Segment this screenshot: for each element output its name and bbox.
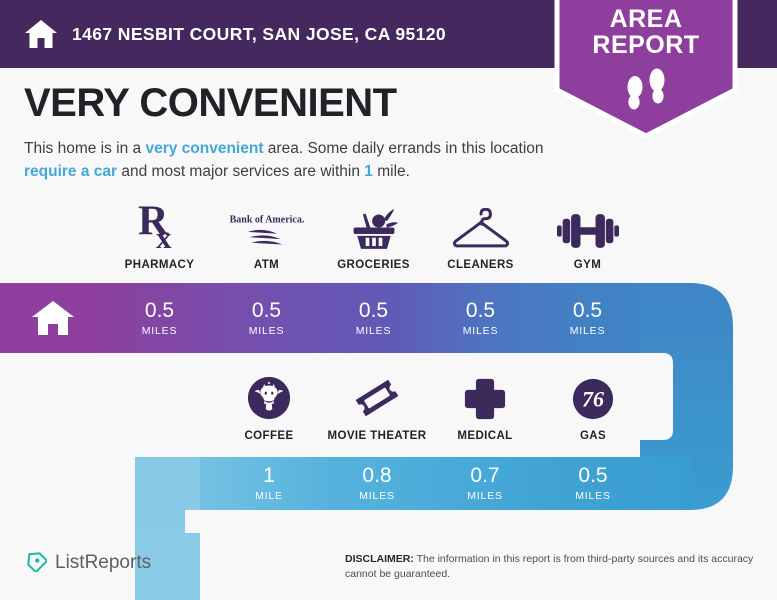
- distance-value: 0.5: [465, 298, 496, 322]
- distance-cell-medical: 0.7 MILES: [431, 457, 539, 510]
- summary-part-4: mile.: [372, 163, 410, 181]
- icon-label: PHARMACY: [124, 259, 195, 271]
- icon-cell-atm: Bank of America. ATM: [213, 200, 320, 271]
- distance-unit: MILES: [248, 324, 285, 337]
- svg-text:Bank of America.: Bank of America.: [229, 215, 304, 226]
- svg-text:x: x: [156, 221, 172, 250]
- distance-unit: MILES: [569, 324, 606, 337]
- distance-value: 0.5: [251, 298, 282, 322]
- icon-cell-gas: 76 GAS: [539, 371, 647, 442]
- area-report-badge: AREA REPORT: [553, 0, 739, 140]
- distance-cell-gas: 0.5 MILES: [539, 457, 647, 510]
- icon-label: GROCERIES: [337, 259, 410, 271]
- icon-cell-cleaners: CLEANERS: [427, 200, 534, 271]
- hanger-icon: [450, 200, 512, 250]
- path-start-home: [0, 283, 106, 353]
- distance-value: 1: [263, 464, 275, 487]
- distance-cell-coffee: 1 MILE: [215, 457, 323, 510]
- badge-line-1: AREA: [609, 5, 683, 33]
- distance-cell-atm: 0.5 MILES: [213, 283, 320, 353]
- footprints-icon: [627, 68, 665, 110]
- icon-label: ATM: [253, 259, 280, 271]
- svg-text:R: R: [137, 202, 168, 245]
- disclaimer-text: The information in this report is from t…: [345, 553, 754, 580]
- title-block: VERY CONVENIENT This home is in a very c…: [24, 81, 554, 184]
- distance-cell-pharmacy: 0.5 MILES: [106, 283, 213, 353]
- distance-cell-groceries: 0.5 MILES: [320, 283, 427, 353]
- distance-unit: MILES: [355, 324, 392, 337]
- icon-row-2: COFFEE MOVIE THEATER MEDICAL: [215, 371, 647, 442]
- bank-of-america-logo: Bank of America.: [226, 200, 308, 250]
- summary-part-3: and most major services are within: [117, 163, 365, 181]
- distance-row-2: 1 MILE 0.8 MILES 0.7 MILES 0.5 MILES: [215, 457, 647, 510]
- icon-label: MOVIE THEATER: [327, 430, 427, 442]
- icon-label: CLEANERS: [447, 259, 514, 271]
- icon-label: MEDICAL: [457, 430, 513, 442]
- icon-label: GYM: [573, 259, 602, 271]
- distance-path: [0, 283, 777, 600]
- icon-cell-coffee: COFFEE: [215, 371, 323, 442]
- disclaimer: DISCLAIMER: The information in this repo…: [345, 552, 765, 582]
- summary-highlight-2: require a car: [24, 163, 118, 181]
- distance-value: 0.7: [470, 464, 500, 487]
- icon-label: COFFEE: [244, 430, 294, 442]
- rx-icon: R x: [137, 200, 183, 250]
- distance-row-1: 0.5 MILES 0.5 MILES 0.5 MILES 0.5 MILES …: [0, 283, 641, 353]
- badge-title: AREA REPORT: [553, 6, 739, 58]
- medical-cross-icon: [463, 371, 507, 421]
- distance-cell-movie-theater: 0.8 MILES: [323, 457, 431, 510]
- icon-cell-pharmacy: R x PHARMACY: [106, 200, 213, 271]
- distance-value: 0.5: [572, 298, 603, 322]
- icon-label: GAS: [579, 430, 607, 442]
- distance-unit: MILES: [575, 490, 611, 502]
- home-icon: [24, 18, 58, 50]
- home-icon: [32, 301, 74, 335]
- page-title: VERY CONVENIENT: [24, 81, 397, 125]
- grocery-basket-icon: [348, 200, 400, 250]
- distance-cell-cleaners: 0.5 MILES: [427, 283, 534, 353]
- listreports-logo-icon: [24, 549, 48, 577]
- disclaimer-label: DISCLAIMER:: [345, 553, 414, 565]
- icon-cell-movie-theater: MOVIE THEATER: [323, 371, 431, 442]
- distance-value: 0.5: [578, 464, 608, 487]
- distance-unit: MILES: [467, 490, 503, 502]
- summary-text: This home is in a very convenient area. …: [24, 137, 554, 184]
- icon-cell-gym: GYM: [534, 200, 641, 271]
- distance-unit: MILE: [255, 490, 283, 502]
- dumbbell-icon: [556, 200, 619, 250]
- distance-value: 0.5: [358, 298, 389, 322]
- badge-line-2: REPORT: [592, 31, 700, 59]
- starbucks-logo: [246, 371, 292, 421]
- svg-text:76: 76: [582, 387, 604, 412]
- icon-row-1: R x PHARMACY Bank of America. ATM: [106, 200, 641, 271]
- distance-value: 0.8: [362, 464, 392, 487]
- listreports-logo-text: ListReports: [55, 552, 152, 573]
- summary-highlight-3: 1: [364, 163, 373, 181]
- property-address: 1467 NESBIT COURT, SAN JOSE, CA 95120: [72, 23, 447, 44]
- summary-highlight-1: very convenient: [145, 140, 264, 158]
- distance-unit: MILES: [141, 324, 178, 337]
- distance-cell-gym: 0.5 MILES: [534, 283, 641, 353]
- icon-cell-groceries: GROCERIES: [320, 200, 427, 271]
- distance-value: 0.5: [144, 298, 175, 322]
- summary-part-2: area. Some daily errands in this locatio…: [263, 140, 544, 158]
- gas-76-logo: 76: [571, 371, 615, 421]
- distance-unit: MILES: [359, 490, 395, 502]
- icon-cell-medical: MEDICAL: [431, 371, 539, 442]
- listreports-logo: ListReports: [24, 549, 151, 577]
- movie-ticket-icon: [352, 371, 402, 421]
- distance-unit: MILES: [462, 324, 499, 337]
- summary-part-1: This home is in a: [24, 140, 146, 158]
